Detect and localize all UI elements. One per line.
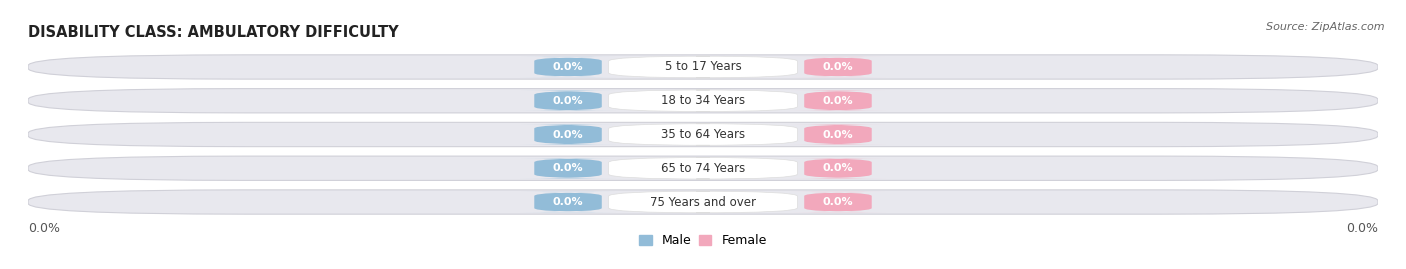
FancyBboxPatch shape (609, 56, 797, 78)
Text: 75 Years and over: 75 Years and over (650, 196, 756, 208)
FancyBboxPatch shape (609, 191, 797, 213)
FancyBboxPatch shape (28, 89, 1378, 113)
Text: 18 to 34 Years: 18 to 34 Years (661, 94, 745, 107)
Text: 0.0%: 0.0% (28, 222, 60, 235)
FancyBboxPatch shape (609, 90, 797, 112)
FancyBboxPatch shape (790, 192, 886, 212)
FancyBboxPatch shape (520, 158, 616, 178)
Text: DISABILITY CLASS: AMBULATORY DIFFICULTY: DISABILITY CLASS: AMBULATORY DIFFICULTY (28, 25, 399, 40)
Text: 0.0%: 0.0% (553, 62, 583, 72)
FancyBboxPatch shape (790, 91, 886, 111)
FancyBboxPatch shape (520, 57, 616, 77)
Text: 0.0%: 0.0% (553, 163, 583, 173)
Legend: Male, Female: Male, Female (634, 229, 772, 252)
FancyBboxPatch shape (609, 157, 797, 179)
Text: 5 to 17 Years: 5 to 17 Years (665, 61, 741, 73)
Text: 0.0%: 0.0% (553, 96, 583, 106)
FancyBboxPatch shape (790, 57, 886, 77)
Text: 0.0%: 0.0% (1346, 222, 1378, 235)
Text: 65 to 74 Years: 65 to 74 Years (661, 162, 745, 175)
Text: 35 to 64 Years: 35 to 64 Years (661, 128, 745, 141)
Text: 0.0%: 0.0% (823, 62, 853, 72)
Text: 0.0%: 0.0% (823, 129, 853, 140)
FancyBboxPatch shape (28, 122, 1378, 147)
Text: 0.0%: 0.0% (823, 163, 853, 173)
FancyBboxPatch shape (790, 158, 886, 178)
FancyBboxPatch shape (609, 124, 797, 145)
FancyBboxPatch shape (520, 192, 616, 212)
Text: Source: ZipAtlas.com: Source: ZipAtlas.com (1267, 22, 1385, 31)
FancyBboxPatch shape (28, 55, 1378, 79)
FancyBboxPatch shape (28, 156, 1378, 180)
Text: 0.0%: 0.0% (553, 197, 583, 207)
FancyBboxPatch shape (520, 124, 616, 145)
FancyBboxPatch shape (790, 124, 886, 145)
Text: 0.0%: 0.0% (823, 197, 853, 207)
FancyBboxPatch shape (520, 91, 616, 111)
Text: 0.0%: 0.0% (823, 96, 853, 106)
FancyBboxPatch shape (28, 190, 1378, 214)
Text: 0.0%: 0.0% (553, 129, 583, 140)
